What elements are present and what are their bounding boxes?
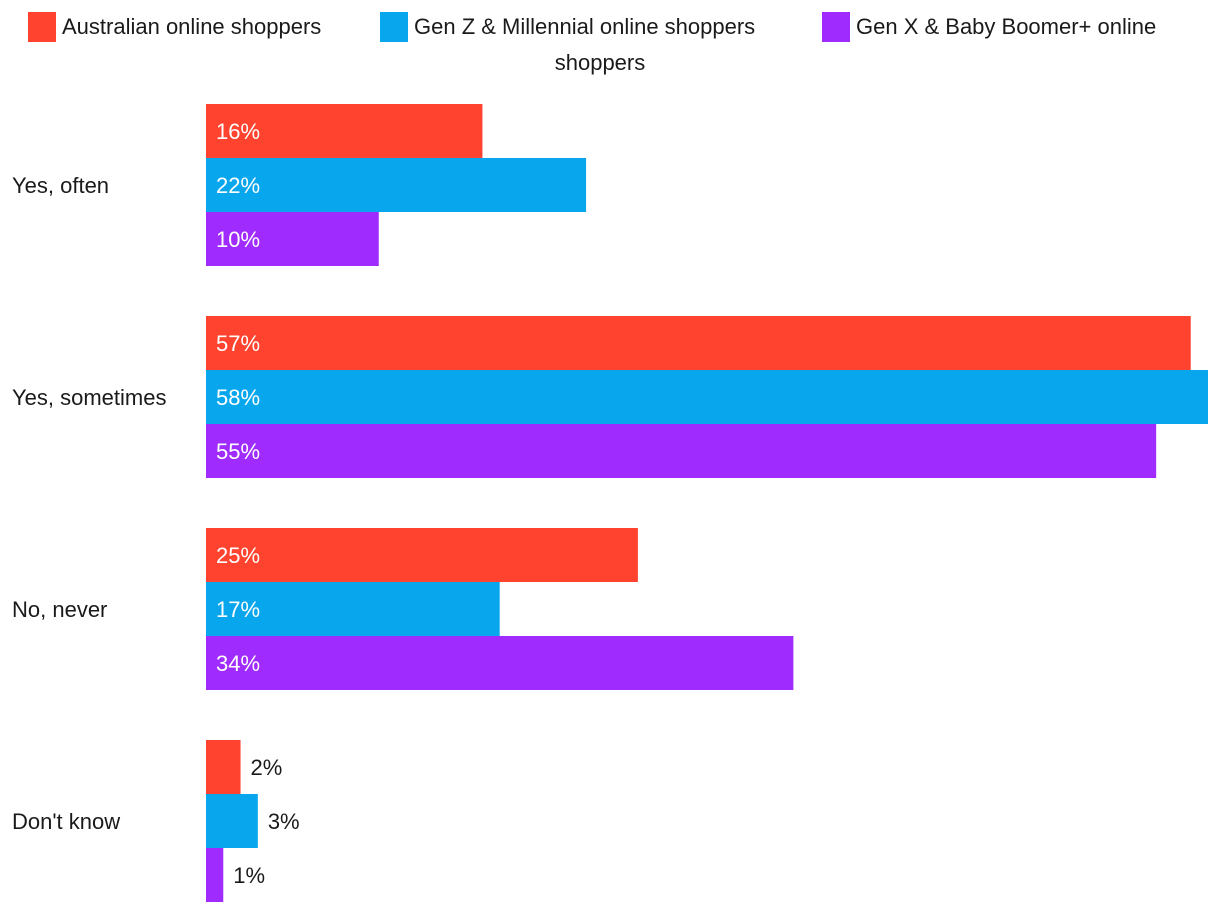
legend-label-1: Australian online shoppers — [62, 14, 321, 39]
bar — [206, 582, 500, 636]
value-label: 58% — [216, 385, 260, 410]
value-label: 22% — [216, 173, 260, 198]
bar — [206, 158, 587, 212]
value-label: 10% — [216, 227, 260, 252]
value-label: 1% — [233, 863, 265, 888]
legend-swatch-1 — [28, 12, 56, 42]
bar — [206, 636, 794, 690]
legend-swatch-2 — [380, 12, 408, 42]
value-label: 16% — [216, 119, 260, 144]
value-label: 57% — [216, 331, 260, 356]
value-label: 2% — [251, 755, 283, 780]
value-label: 3% — [268, 809, 300, 834]
legend-label-2: Gen Z & Millennial online shoppers — [414, 14, 755, 39]
bar — [206, 212, 379, 266]
legend-label-3: Gen X & Baby Boomer+ online — [856, 14, 1156, 39]
bar — [206, 794, 258, 848]
bar — [206, 370, 1208, 424]
value-labels: 16% 22% 10% 57% 58% 55% 25% 17% 34% 2% 3% 1% — [216, 119, 300, 888]
bar — [206, 316, 1191, 370]
category-label: Yes, often — [12, 173, 109, 198]
category-label: Don't know — [12, 809, 120, 834]
bar — [206, 104, 483, 158]
value-label: 17% — [216, 597, 260, 622]
legend-label-3-line2: shoppers — [555, 50, 646, 75]
value-label: 34% — [216, 651, 260, 676]
value-label: 25% — [216, 543, 260, 568]
category-labels: Yes, often Yes, sometimes No, never Don't k… — [12, 173, 166, 834]
category-label: Yes, sometimes — [12, 385, 166, 410]
category-label: No, never — [12, 597, 107, 622]
bars — [206, 104, 1208, 902]
legend-swatch-3 — [822, 12, 850, 42]
bar — [206, 528, 638, 582]
bar — [206, 424, 1157, 478]
value-label: 55% — [216, 439, 260, 464]
legend: Australian online shoppers Gen Z & Millen… — [28, 12, 1156, 75]
bar — [206, 848, 224, 902]
bar — [206, 740, 241, 794]
